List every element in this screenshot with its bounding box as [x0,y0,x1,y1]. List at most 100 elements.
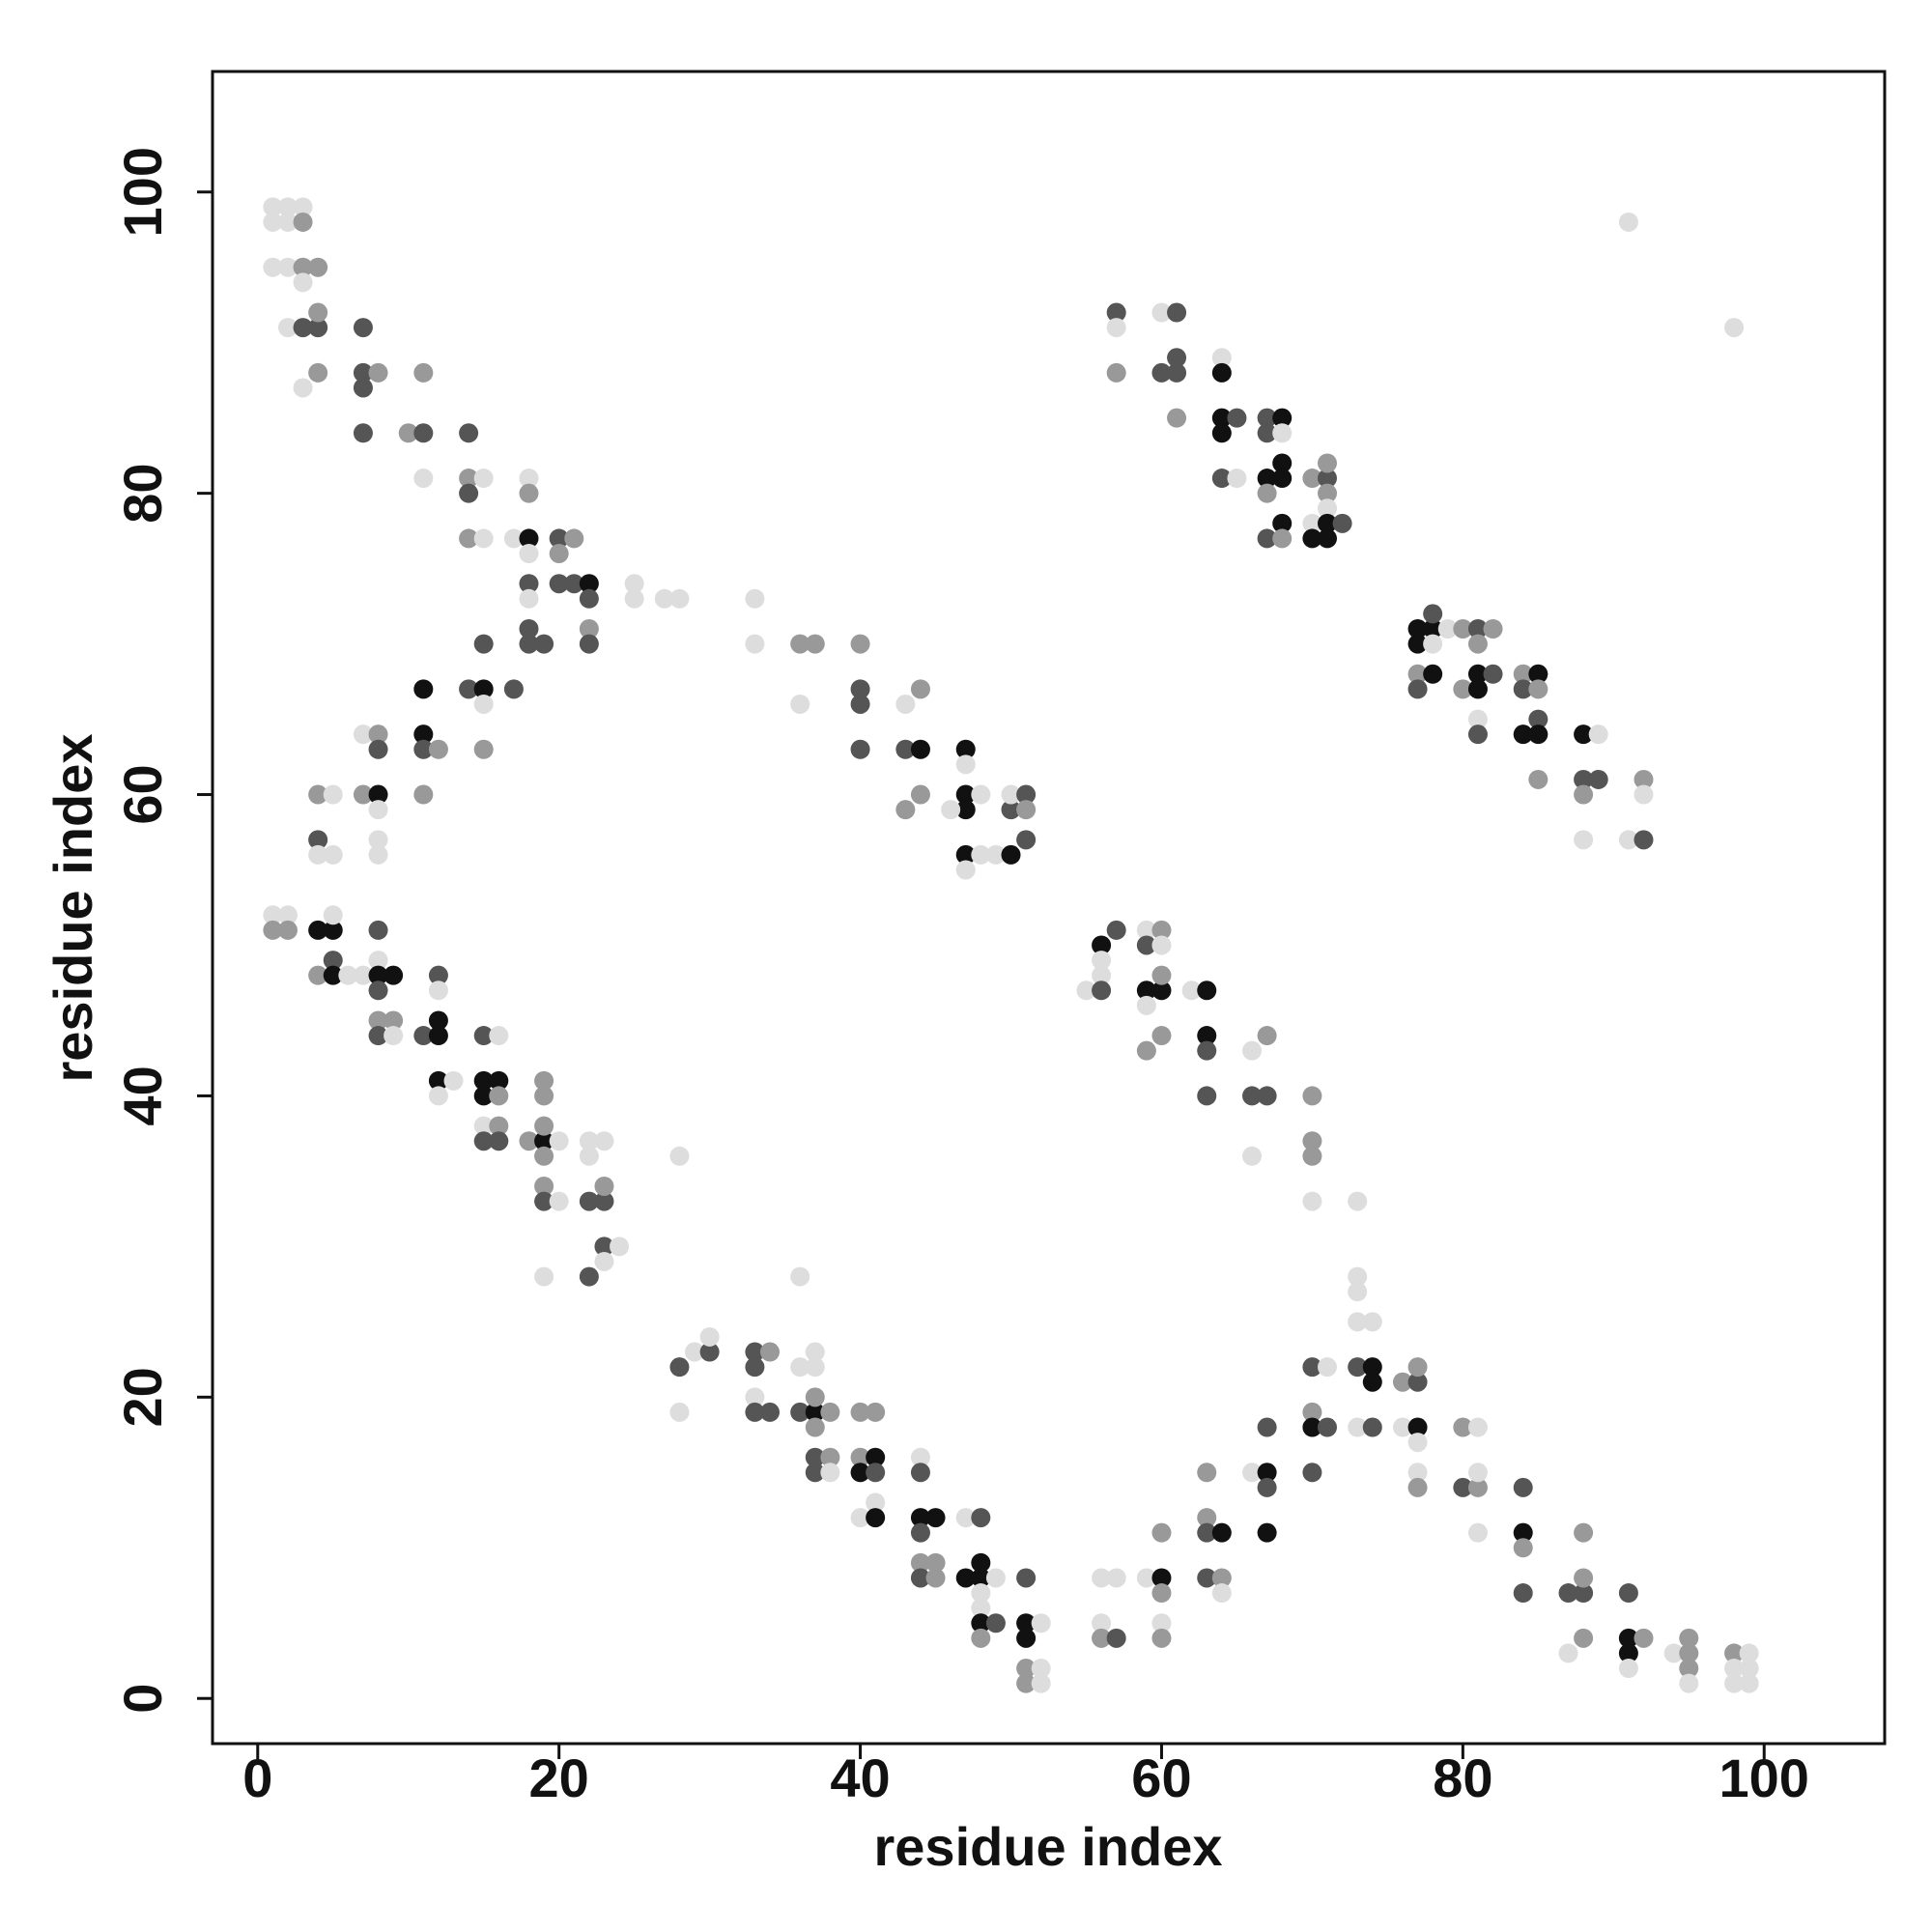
point [1181,980,1202,1001]
point [1092,965,1112,985]
point [443,1070,464,1091]
point [1257,1026,1277,1046]
point [1318,498,1337,519]
point [971,844,991,865]
point [1167,302,1187,323]
point [955,784,976,805]
point [413,1026,434,1046]
x-tick-label: 80 [1433,1747,1492,1808]
x-tick-label: 60 [1131,1747,1191,1808]
point [428,965,448,985]
point [1348,1282,1368,1302]
point [1392,1372,1412,1392]
point [1211,408,1232,428]
point [866,1402,886,1422]
point [1151,980,1172,1001]
point [519,574,539,594]
point [413,724,434,745]
point [519,619,539,639]
point [1467,1417,1488,1437]
point [1242,1146,1263,1166]
point [850,1447,870,1467]
point [1016,1568,1037,1588]
point [1136,935,1156,955]
point [624,588,644,609]
point [594,1191,614,1211]
point [1106,362,1126,383]
point [519,469,539,489]
point [866,1492,886,1513]
point [850,739,870,759]
point [368,784,388,805]
point [1302,528,1322,549]
x-tick-label: 100 [1719,1747,1809,1808]
point [1318,513,1337,533]
point [579,1146,599,1166]
point [308,920,328,940]
point [1106,1628,1126,1648]
point [1016,1673,1037,1693]
point [549,574,569,594]
point [685,1342,705,1362]
point [353,318,373,338]
point [1167,348,1187,368]
points [263,197,1759,1693]
point [669,1146,690,1166]
point [1618,830,1638,850]
point [1197,1026,1217,1046]
point [413,469,434,489]
point [263,197,283,217]
point [428,1010,448,1031]
point [368,844,388,865]
point [971,1552,991,1573]
point [1151,302,1172,323]
point [1211,1568,1232,1588]
point [413,423,434,443]
point [1618,1583,1638,1604]
point [1513,1538,1533,1558]
point [895,739,916,759]
point [1092,935,1112,955]
point [1151,1026,1172,1046]
point [1136,1568,1156,1588]
point [941,800,961,820]
point [323,965,343,985]
point [1618,1659,1638,1679]
point [353,724,373,745]
point [1423,634,1443,654]
point [263,920,283,940]
point [624,574,644,594]
point [579,1131,599,1151]
point [1136,1040,1156,1061]
point [368,965,388,985]
point [1679,1673,1699,1693]
point [459,528,479,549]
point [866,1447,886,1467]
point [1574,830,1594,850]
point [1151,920,1172,940]
point [1467,664,1488,684]
point [277,920,298,940]
point [519,634,539,654]
point [459,469,479,489]
point [1257,1522,1277,1543]
point [1257,1417,1277,1437]
point [1332,513,1352,533]
point [579,588,599,609]
point [1151,1522,1172,1543]
x-axis-title: residue index [873,1816,1222,1877]
point [1242,1463,1263,1483]
point [1151,1583,1172,1604]
point [910,1463,930,1483]
point [1453,1417,1473,1437]
point [1618,1628,1638,1648]
point [1588,724,1608,745]
point [579,574,599,594]
point [384,1010,404,1031]
point [760,1342,780,1362]
point [1211,1522,1232,1543]
point [353,362,373,383]
point [1558,1583,1578,1604]
point [985,1613,1006,1634]
point [1272,469,1293,489]
